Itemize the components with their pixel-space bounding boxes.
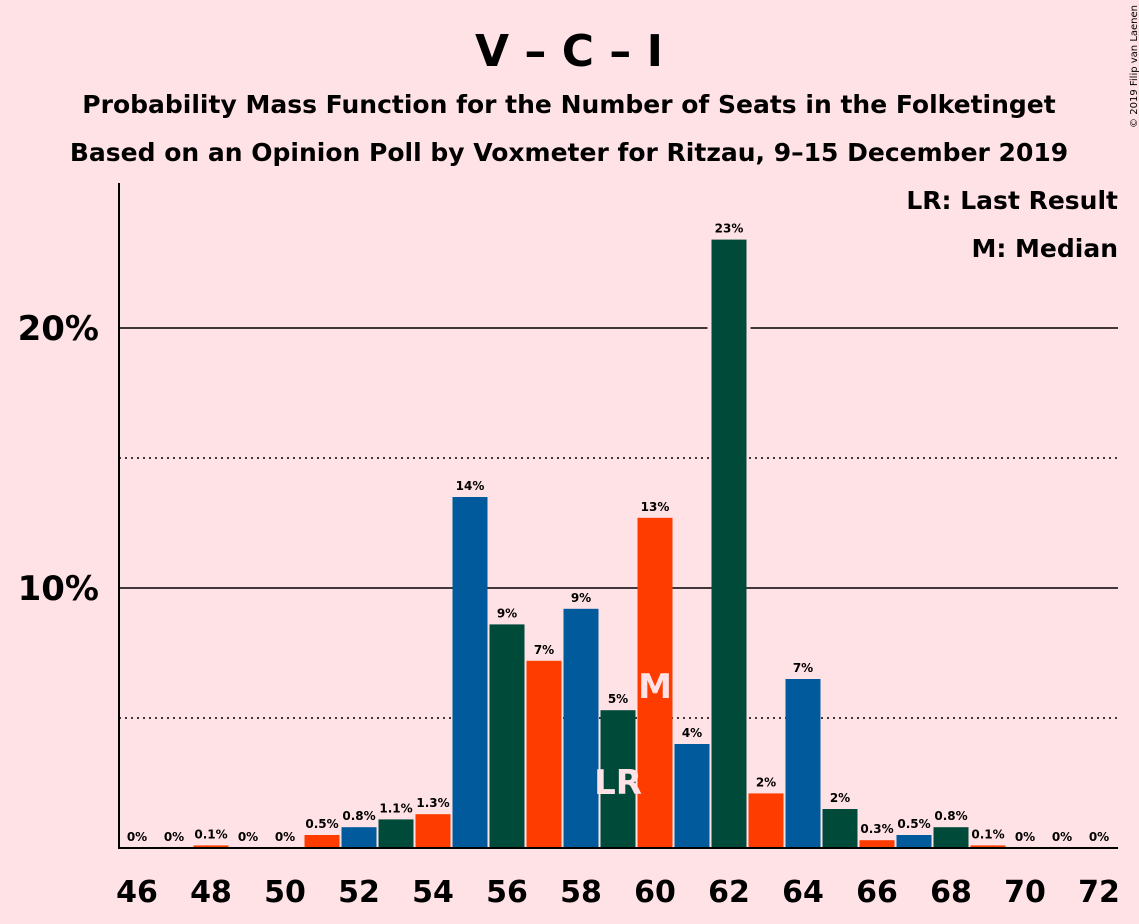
data-label: 2% (830, 791, 850, 805)
bar (711, 239, 747, 849)
bar (748, 793, 784, 848)
data-label: 0.5% (305, 817, 338, 831)
bar (341, 827, 377, 848)
data-label: 0.3% (860, 822, 893, 836)
bar (452, 497, 488, 848)
data-label: 0% (238, 830, 258, 844)
data-label: 14% (456, 479, 485, 493)
data-label: 0% (1089, 830, 1109, 844)
median-marker: M (638, 667, 672, 707)
bar (378, 819, 414, 848)
data-label: 0% (1015, 830, 1035, 844)
bar (785, 679, 821, 848)
chart-title: V – C – I (475, 26, 663, 77)
data-label: 1.3% (416, 796, 449, 810)
x-tick-label: 56 (486, 875, 528, 910)
data-label: 13% (641, 500, 670, 514)
x-tick-label: 64 (782, 875, 824, 910)
data-label: 2% (756, 775, 776, 789)
x-tick-label: 58 (560, 875, 602, 910)
x-tick-label: 52 (338, 875, 380, 910)
bar (637, 517, 673, 848)
gridlines (119, 327, 1118, 719)
data-label: 7% (793, 661, 813, 675)
data-label: 0% (275, 830, 295, 844)
y-tick-label: 20% (18, 309, 99, 349)
bar (304, 835, 340, 848)
x-tick-label: 62 (708, 875, 750, 910)
legend-last-result: LR: Last Result (906, 186, 1118, 215)
data-label: 0% (164, 830, 184, 844)
bar (193, 845, 229, 848)
bar (415, 814, 451, 848)
x-tick-label: 68 (930, 875, 972, 910)
bar (526, 660, 562, 848)
copyright-text: © 2019 Filip van Laenen (1129, 5, 1139, 128)
bar (970, 845, 1006, 848)
x-tick-label: 46 (116, 875, 158, 910)
bar (859, 840, 895, 848)
data-label: 0.1% (194, 827, 227, 841)
bar (822, 809, 858, 848)
x-tick-label: 48 (190, 875, 232, 910)
legend-median: M: Median (971, 234, 1118, 263)
x-tick-label: 60 (634, 875, 676, 910)
data-label: 0.8% (934, 809, 967, 823)
y-tick-label: 10% (18, 569, 99, 609)
x-tick-label: 66 (856, 875, 898, 910)
bar (600, 710, 636, 848)
data-label: 9% (497, 606, 517, 620)
last-result-marker: LR (594, 763, 642, 803)
data-label: 0.8% (342, 809, 375, 823)
data-label: 4% (682, 726, 702, 740)
chart-subtitle-1: Probability Mass Function for the Number… (82, 90, 1055, 119)
data-label: 7% (534, 643, 554, 657)
data-label: 0.1% (971, 827, 1004, 841)
bar (896, 835, 932, 848)
x-tick-label: 70 (1004, 875, 1046, 910)
axes: 10% 20% 46 48 50 52 54 56 58 60 62 64 66 68 70 72 (18, 183, 1120, 910)
bar (563, 608, 599, 848)
bars: 0% 0% 0.1% 0% 0% 0.5% 0.8% 1.1% 1.3% 14% 9% 7% 9% 5% 1… (127, 222, 1109, 849)
data-label: 9% (571, 591, 591, 605)
data-label: 23% (715, 222, 744, 236)
x-tick-label: 72 (1078, 875, 1120, 910)
data-label: 0% (1052, 830, 1072, 844)
bar (674, 744, 710, 848)
data-label: 1.1% (379, 801, 412, 815)
x-tick-label: 54 (412, 875, 454, 910)
bar (489, 624, 525, 848)
bar (933, 827, 969, 848)
data-label: 0.5% (897, 817, 930, 831)
data-label: 0% (127, 830, 147, 844)
x-tick-label: 50 (264, 875, 306, 910)
data-label: 5% (608, 692, 628, 706)
chart-subtitle-2: Based on an Opinion Poll by Voxmeter for… (70, 138, 1068, 167)
